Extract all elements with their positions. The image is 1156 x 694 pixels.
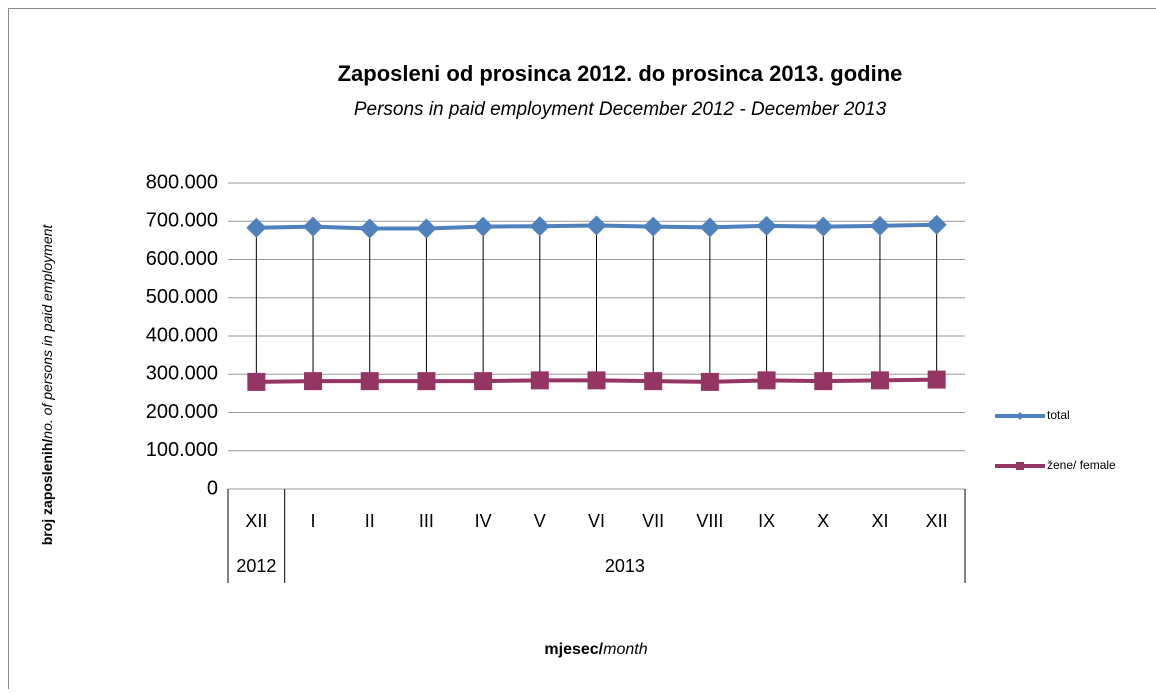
data-point <box>701 373 719 391</box>
x-group-label: 2013 <box>605 556 645 576</box>
x-group-label: 2012 <box>236 556 276 576</box>
data-point <box>417 372 435 390</box>
data-point <box>928 371 946 389</box>
x-tick-label: V <box>534 511 546 531</box>
data-point <box>644 372 662 390</box>
x-tick-label: VIII <box>696 511 723 531</box>
x-tick-label: I <box>311 511 316 531</box>
y-tick-label: 200.000 <box>146 401 218 423</box>
x-tick-label: X <box>817 511 829 531</box>
data-point <box>474 372 492 390</box>
x-axis-label-bold: mjesec/ <box>544 641 603 658</box>
x-axis-label-italic: month <box>603 641 648 658</box>
chart-title: Zaposleni od prosinca 2012. do prosinca … <box>338 61 903 86</box>
y-tick-label: 600.000 <box>146 248 218 270</box>
y-tick-label: 400.000 <box>146 324 218 346</box>
x-tick-label: IX <box>758 511 775 531</box>
data-point <box>814 372 832 390</box>
x-tick-label: XII <box>926 511 948 531</box>
x-axis-label: mjesec/month <box>544 641 647 658</box>
x-tick-label: III <box>419 511 434 531</box>
legend-label: žene/ female <box>1047 458 1116 472</box>
y-axis-label: broj zaposlenih/no. of persons in paid e… <box>39 224 55 546</box>
x-tick-label: VI <box>588 511 605 531</box>
data-point <box>758 371 776 389</box>
data-point <box>588 371 606 389</box>
y-axis-label-italic: no. of persons in paid employment <box>39 224 55 439</box>
y-tick-label: 100.000 <box>146 439 218 461</box>
chart-subtitle: Persons in paid employment December 2012… <box>354 99 887 120</box>
x-tick-label: IV <box>475 511 492 531</box>
y-tick-label: 0 <box>207 477 218 499</box>
legend-marker <box>1016 462 1024 470</box>
y-tick-label: 500.000 <box>146 286 218 308</box>
y-tick-label: 800.000 <box>146 171 218 193</box>
x-tick-label: II <box>365 511 375 531</box>
x-tick-label: XII <box>245 511 267 531</box>
legend-label: total <box>1047 408 1070 422</box>
x-tick-label: XI <box>871 511 888 531</box>
data-point <box>531 371 549 389</box>
y-tick-label: 300.000 <box>146 363 218 385</box>
y-axis-label-bold: broj zaposlenih/ <box>39 439 55 546</box>
y-tick-label: 700.000 <box>146 210 218 232</box>
data-point <box>361 372 379 390</box>
data-point <box>871 371 889 389</box>
x-tick-label: VII <box>642 511 664 531</box>
data-point <box>247 373 265 391</box>
data-point <box>304 372 322 390</box>
